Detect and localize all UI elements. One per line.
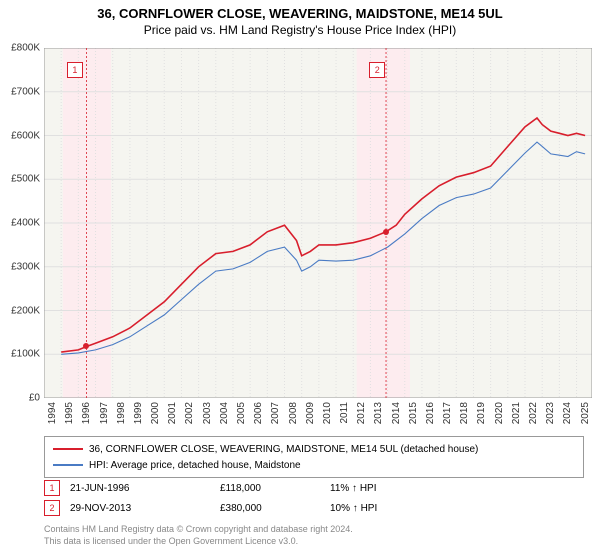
marker-box-2: 2 [44, 500, 60, 516]
ytick-label: £800K [11, 43, 40, 54]
xtick-label: 2003 [202, 402, 213, 424]
chart-marker-1: 1 [67, 62, 83, 78]
ytick-label: £100K [11, 349, 40, 360]
chart-marker-2: 2 [369, 62, 385, 78]
xtick-label: 2011 [339, 402, 350, 424]
xtick-label: 2006 [253, 402, 264, 424]
sub-title: Price paid vs. HM Land Registry's House … [0, 23, 600, 37]
ytick-label: £200K [11, 305, 40, 316]
xtick-label: 2014 [391, 402, 402, 424]
sale-point-1 [83, 343, 89, 349]
xtick-label: 2004 [219, 402, 230, 424]
xtick-label: 2007 [270, 402, 281, 424]
xtick-label: 2008 [288, 402, 299, 424]
marker-price-2: £380,000 [220, 503, 320, 514]
xtick-label: 2024 [562, 402, 573, 424]
legend-label-property: 36, CORNFLOWER CLOSE, WEAVERING, MAIDSTO… [89, 444, 478, 455]
ytick-label: £500K [11, 174, 40, 185]
xtick-label: 1998 [116, 402, 127, 424]
xtick-label: 2016 [425, 402, 436, 424]
xtick-label: 2001 [167, 402, 178, 424]
xtick-label: 2018 [459, 402, 470, 424]
xtick-label: 1995 [64, 402, 75, 424]
chart-container: 36, CORNFLOWER CLOSE, WEAVERING, MAIDSTO… [0, 0, 600, 560]
chart-area [44, 48, 592, 398]
title-block: 36, CORNFLOWER CLOSE, WEAVERING, MAIDSTO… [0, 0, 600, 37]
xtick-label: 2009 [305, 402, 316, 424]
marker-date-2: 29-NOV-2013 [70, 503, 210, 514]
legend-swatch-hpi [53, 464, 83, 465]
line-chart [44, 48, 592, 398]
marker-price-1: £118,000 [220, 483, 320, 494]
xtick-label: 1996 [81, 402, 92, 424]
legend: 36, CORNFLOWER CLOSE, WEAVERING, MAIDSTO… [44, 436, 584, 478]
xtick-label: 1994 [47, 402, 58, 424]
sale-point-2 [383, 229, 389, 235]
xtick-label: 2005 [236, 402, 247, 424]
xtick-label: 2012 [356, 402, 367, 424]
marker-row-2: 2 29-NOV-2013 £380,000 10% ↑ HPI [44, 498, 584, 518]
xtick-label: 2002 [184, 402, 195, 424]
xtick-label: 2021 [511, 402, 522, 424]
ytick-label: £700K [11, 86, 40, 97]
footer: Contains HM Land Registry data © Crown c… [44, 524, 353, 547]
legend-label-hpi: HPI: Average price, detached house, Maid… [89, 460, 301, 471]
marker-date-1: 21-JUN-1996 [70, 483, 210, 494]
xtick-label: 2010 [322, 402, 333, 424]
xtick-label: 2019 [476, 402, 487, 424]
marker-pct-2: 10% ↑ HPI [330, 503, 450, 514]
ytick-label: £400K [11, 218, 40, 229]
marker-box-1: 1 [44, 480, 60, 496]
xtick-label: 2020 [494, 402, 505, 424]
legend-swatch-property [53, 448, 83, 450]
marker-pct-1: 11% ↑ HPI [330, 483, 450, 494]
markers-table: 1 21-JUN-1996 £118,000 11% ↑ HPI 2 29-NO… [44, 478, 584, 518]
marker-row-1: 1 21-JUN-1996 £118,000 11% ↑ HPI [44, 478, 584, 498]
xtick-label: 2015 [408, 402, 419, 424]
ytick-label: £0 [29, 393, 40, 404]
legend-row-property: 36, CORNFLOWER CLOSE, WEAVERING, MAIDSTO… [53, 441, 575, 457]
xtick-label: 2022 [528, 402, 539, 424]
ytick-label: £300K [11, 261, 40, 272]
main-title: 36, CORNFLOWER CLOSE, WEAVERING, MAIDSTO… [0, 6, 600, 21]
xtick-label: 2023 [545, 402, 556, 424]
xtick-label: 2017 [442, 402, 453, 424]
xtick-label: 1997 [99, 402, 110, 424]
xtick-label: 2000 [150, 402, 161, 424]
xtick-label: 1999 [133, 402, 144, 424]
xtick-label: 2025 [580, 402, 591, 424]
xtick-label: 2013 [373, 402, 384, 424]
legend-row-hpi: HPI: Average price, detached house, Maid… [53, 457, 575, 473]
ytick-label: £600K [11, 130, 40, 141]
footer-line1: Contains HM Land Registry data © Crown c… [44, 524, 353, 536]
footer-line2: This data is licensed under the Open Gov… [44, 536, 353, 548]
